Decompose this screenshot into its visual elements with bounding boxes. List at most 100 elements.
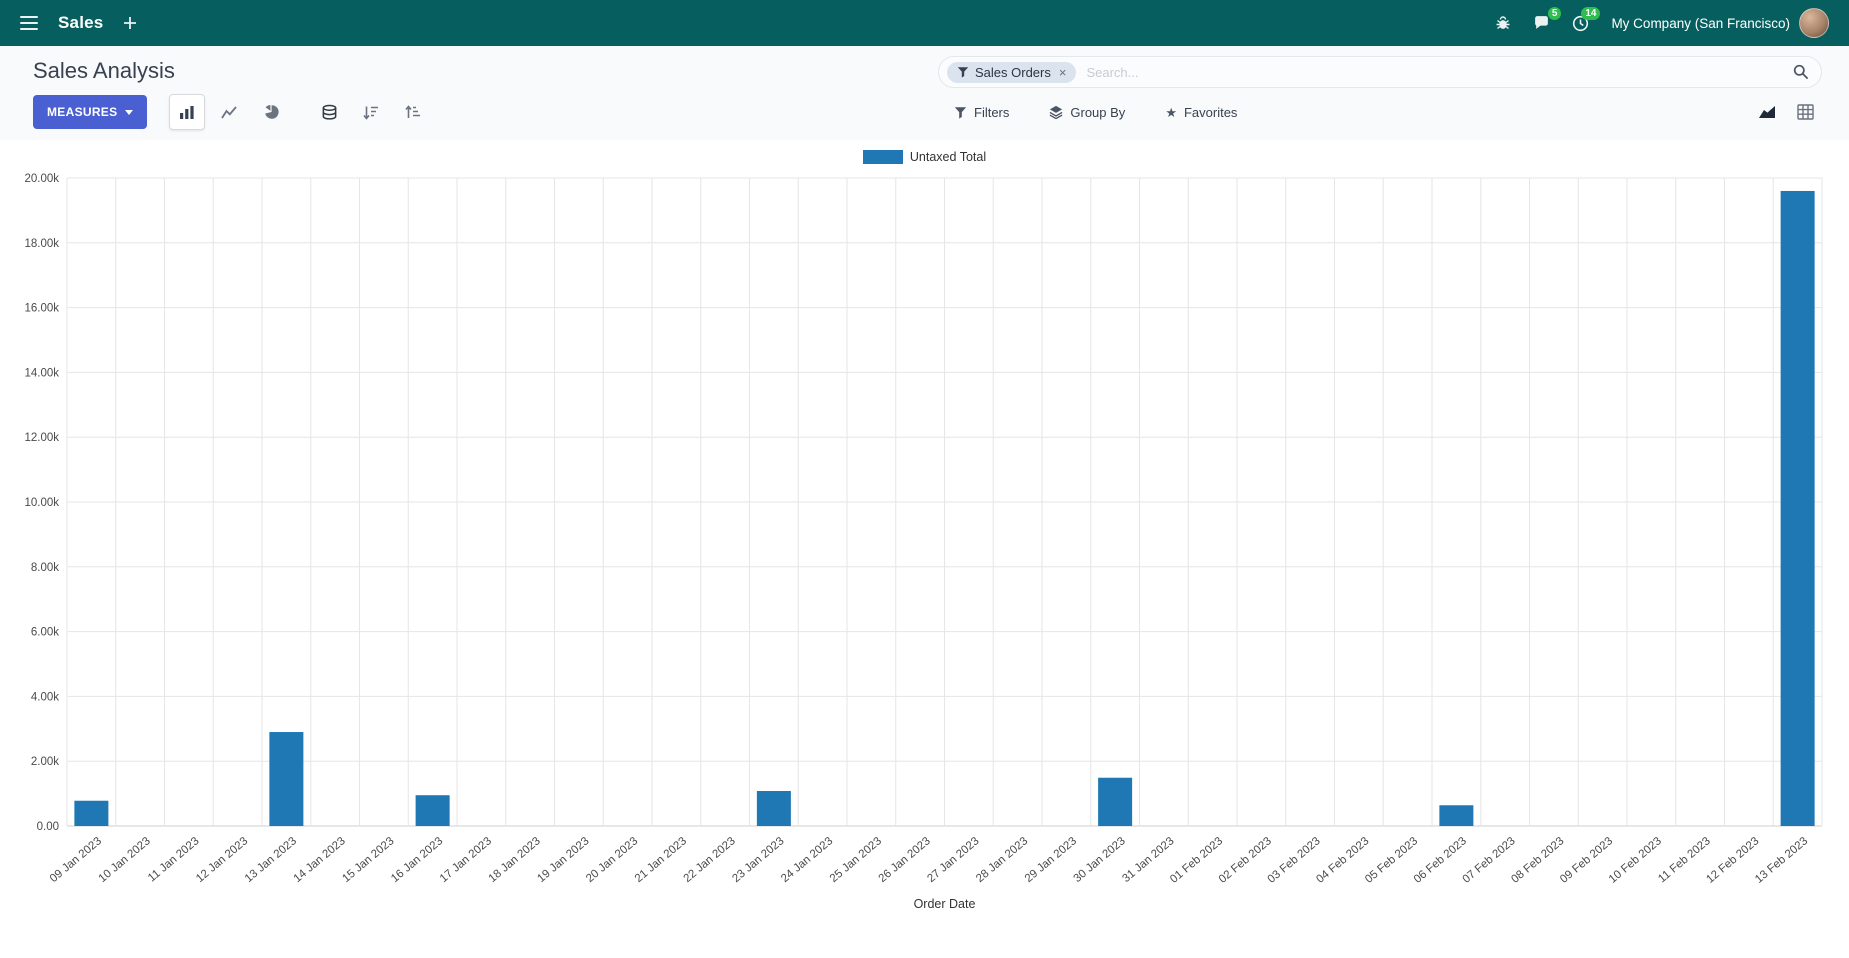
x-axis-label: 22 Jan 2023: [682, 835, 738, 885]
new-tab-button[interactable]: [117, 11, 143, 35]
sort-descending-icon: [363, 106, 379, 120]
line-chart-mode-button[interactable]: [211, 94, 247, 130]
bar-chart-mode-button[interactable]: [169, 94, 206, 130]
y-axis-label: 20.00k: [24, 173, 59, 185]
user-menu[interactable]: My Company (San Francisco): [1605, 7, 1835, 39]
chat-bubble-icon: [1535, 16, 1549, 29]
star-icon: ★: [1165, 104, 1177, 120]
filters-button[interactable]: Filters: [948, 104, 1015, 121]
x-axis-label: 16 Jan 2023: [389, 835, 445, 885]
facet-label: Sales Orders: [975, 64, 1051, 80]
pivot-view-icon: [1796, 104, 1814, 120]
x-axis-label: 03 Feb 2023: [1266, 835, 1323, 886]
messages-badge: 5: [1547, 7, 1562, 20]
y-axis-label: 2.00k: [31, 756, 59, 768]
x-axis-label: 09 Feb 2023: [1558, 835, 1615, 886]
sort-descending-button[interactable]: [353, 94, 389, 130]
search-bar[interactable]: Sales Orders ×: [938, 56, 1822, 88]
magnifier-icon[interactable]: [1793, 64, 1809, 80]
hamburger-icon: [20, 16, 38, 30]
chart-area: Untaxed Total 0.00 2.00k 4.00k 6.00k 8.00k 10…: [0, 140, 1849, 958]
page-title: Sales Analysis: [33, 58, 175, 83]
x-axis-label: 06 Feb 2023: [1412, 835, 1469, 886]
favorites-button[interactable]: ★ Favorites: [1159, 104, 1243, 121]
x-axis-label: 10 Jan 2023: [97, 835, 153, 885]
y-axis-label: 6.00k: [31, 627, 59, 639]
company-name: My Company (San Francisco): [1611, 15, 1790, 31]
y-axis-label: 18.00k: [24, 238, 59, 250]
x-axis-label: 04 Feb 2023: [1314, 835, 1371, 886]
measures-button[interactable]: MEASURES: [33, 95, 148, 129]
x-axis-label: 13 Feb 2023: [1753, 835, 1810, 886]
x-axis-label: 02 Feb 2023: [1217, 835, 1274, 886]
funnel-icon: [954, 106, 967, 119]
pie-chart-icon: [265, 105, 280, 119]
bar[interactable]: [415, 795, 450, 826]
navbar-left: Sales: [14, 11, 143, 35]
legend-label: Untaxed Total: [909, 150, 987, 164]
x-axis-label: 26 Jan 2023: [877, 835, 933, 885]
x-axis-label: 19 Jan 2023: [535, 835, 591, 885]
y-axis-label: 0.00: [37, 821, 59, 833]
sales-bar-chart[interactable]: 0.00 2.00k 4.00k 6.00k 8.00k 10.00k 12.00k 14.0…: [0, 168, 1849, 928]
y-axis-label: 14.00k: [24, 367, 59, 379]
y-axis-label: 10.00k: [24, 497, 59, 509]
chart-legend[interactable]: Untaxed Total: [0, 146, 1849, 168]
stacked-toggle-button[interactable]: [311, 94, 347, 130]
pivot-view-button[interactable]: [1788, 97, 1822, 127]
x-axis-label: 28 Jan 2023: [974, 835, 1030, 885]
x-axis-label: 21 Jan 2023: [633, 835, 689, 885]
search-input[interactable]: [1084, 63, 1785, 81]
x-axis-label: 24 Jan 2023: [779, 835, 835, 885]
x-axis-label: 07 Feb 2023: [1461, 835, 1518, 886]
pie-chart-mode-button[interactable]: [253, 94, 289, 130]
bar[interactable]: [269, 732, 304, 826]
x-axis-label: 18 Jan 2023: [487, 835, 543, 885]
facet-remove-icon[interactable]: ×: [1058, 64, 1067, 80]
graph-view-button[interactable]: [1750, 97, 1784, 127]
view-switcher: [1750, 97, 1822, 127]
x-axis-label: 17 Jan 2023: [438, 835, 494, 885]
sort-ascending-button[interactable]: [395, 94, 431, 130]
x-axis-label: 25 Jan 2023: [828, 835, 884, 885]
y-axis-label: 8.00k: [31, 562, 59, 574]
x-axis-label: 15 Jan 2023: [340, 835, 396, 885]
bar[interactable]: [756, 791, 791, 826]
control-panel-right: Sales Orders × Filters: [938, 56, 1822, 127]
control-panel-left: Sales Analysis MEASURES: [33, 56, 431, 130]
x-axis-label: 12 Jan 2023: [194, 835, 250, 885]
graph-view-icon: [1759, 106, 1775, 118]
line-chart-icon: [221, 105, 238, 118]
clock-icon: [1573, 15, 1589, 31]
bar[interactable]: [74, 800, 109, 826]
control-panel: Sales Analysis MEASURES: [0, 46, 1849, 140]
group-by-button[interactable]: Group By: [1043, 104, 1131, 121]
activities-button[interactable]: 14: [1566, 6, 1601, 37]
app-name: Sales: [58, 13, 104, 32]
measures-label: MEASURES: [47, 105, 118, 119]
x-axis-label: 11 Jan 2023: [146, 835, 202, 884]
x-axis-label: 08 Feb 2023: [1509, 835, 1566, 886]
messages-button[interactable]: 5: [1527, 7, 1562, 36]
x-axis-label: 20 Jan 2023: [584, 835, 640, 885]
layers-icon: [1049, 105, 1063, 119]
x-axis-label: 29 Jan 2023: [1023, 835, 1079, 885]
caret-down-icon: [125, 109, 134, 115]
x-axis-label: 30 Jan 2023: [1072, 835, 1128, 885]
search-facet[interactable]: Sales Orders ×: [947, 61, 1077, 83]
bar[interactable]: [1439, 805, 1474, 826]
debug-button[interactable]: [1489, 10, 1517, 36]
apps-menu-button[interactable]: [14, 11, 44, 35]
x-axis-label: 13 Jan 2023: [243, 835, 299, 885]
bar[interactable]: [1098, 777, 1133, 826]
funnel-icon: [957, 67, 969, 78]
graph-toolbar: MEASURES: [33, 94, 431, 130]
x-axis-label: 05 Feb 2023: [1363, 835, 1420, 886]
database-stack-icon: [322, 104, 337, 120]
bar[interactable]: [1780, 190, 1815, 827]
y-axis-label: 12.00k: [24, 432, 59, 444]
legend-swatch: [862, 150, 903, 164]
search-buttons: Filters Group By ★ Favorites: [938, 104, 1243, 121]
plus-icon: [124, 17, 137, 29]
